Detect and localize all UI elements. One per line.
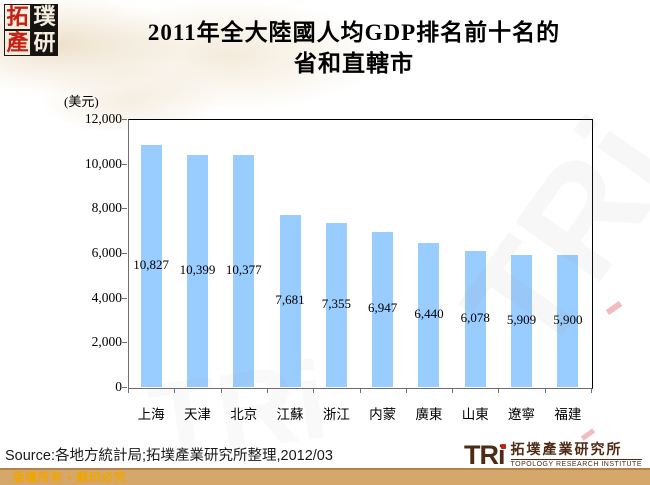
bar-value-label: 6,440 [414, 306, 444, 322]
y-axis-tick [122, 297, 127, 299]
tri-logotype: TRi [464, 440, 506, 470]
tri-brand-divider [510, 459, 642, 460]
x-category-label: 上海 [137, 407, 165, 422]
logo-char: 璞 [31, 4, 58, 30]
copyright-bar: 版權所有 ▪ 翻印必究 [0, 468, 650, 485]
bar-遼寧 [511, 255, 533, 387]
x-axis-tick [266, 388, 268, 393]
y-axis-tick-label: 2,000 [91, 334, 122, 350]
source-note: Source:各地方統計局;拓墣產業研究所整理,2012/03 [5, 448, 333, 464]
logo-char: 拓 [4, 4, 31, 30]
bar-江蘇 [279, 215, 301, 387]
y-axis-tick [122, 342, 127, 344]
x-axis-tick [359, 388, 361, 393]
y-axis-tick-label: 0 [115, 379, 122, 394]
bar-山東 [464, 251, 486, 387]
slide-title-line1: 2011年全大陸國人均GDP排名前十名的 [147, 20, 561, 45]
bar-上海 [140, 145, 162, 387]
x-category-label: 北京 [230, 407, 258, 422]
bar-内蒙 [372, 231, 394, 387]
bar-value-label: 6,947 [368, 300, 398, 316]
y-axis-tick [122, 253, 127, 254]
y-axis-tick-label: 8,000 [91, 200, 122, 216]
x-category-label: 江蘇 [276, 407, 304, 422]
tri-brand-text: 拓墣產業研究所 TOPOLOGY RESEARCH INSTITUTE [510, 443, 642, 468]
x-category-label: 天津 [183, 407, 211, 422]
logo-char: 產 [4, 30, 31, 56]
x-axis-tick [128, 388, 129, 393]
slide-title-line2: 省和直轄市 [294, 51, 414, 76]
x-axis-tick [405, 388, 407, 393]
x-category-label: 山東 [461, 407, 489, 422]
topology-corner-logo: 拓 璞 產 研 [4, 4, 58, 56]
x-category-label: 福建 [554, 407, 582, 422]
x-axis-tick [498, 388, 500, 393]
logo-char: 研 [31, 30, 58, 56]
bar-value-label: 7,681 [275, 292, 305, 308]
bar-value-label: 7,355 [321, 295, 351, 311]
bar-北京 [233, 155, 255, 387]
x-category-label: 遼寧 [508, 407, 536, 422]
bar-浙江 [325, 222, 347, 387]
bar-value-label: 5,909 [506, 312, 537, 328]
x-axis-tick [220, 388, 222, 393]
y-axis-tick-label: 12,000 [84, 111, 122, 126]
bar-value-label: 6,078 [460, 310, 490, 326]
slide-title: 2011年全大陸國人均GDP排名前十名的 省和直轄市 [62, 17, 646, 79]
x-axis-tick [452, 388, 454, 393]
y-axis-tick [122, 387, 127, 388]
y-axis-tick [122, 208, 127, 210]
y-axis-tick-label: 6,000 [91, 245, 122, 260]
y-axis-tick-label: 10,000 [84, 155, 122, 171]
copyright-text: 版權所有 ▪ 翻印必究 [13, 471, 127, 484]
tri-brand-name-en: TOPOLOGY RESEARCH INSTITUTE [510, 461, 642, 468]
bar-天津 [186, 154, 208, 387]
x-axis-tick [174, 388, 176, 393]
x-category-label: 内蒙 [369, 407, 397, 422]
x-category-label: 廣東 [415, 407, 443, 422]
bar-value-label: 10,377 [225, 262, 262, 278]
x-category-label: 浙江 [322, 407, 350, 422]
x-axis-tick [544, 388, 546, 393]
y-axis-tick-label: 4,000 [91, 289, 122, 305]
tri-brand-name-cn: 拓墣產業研究所 [510, 443, 623, 458]
y-axis-tick [122, 119, 127, 120]
y-axis-tick [122, 163, 127, 165]
bar-廣東 [418, 243, 440, 387]
x-axis-tick [591, 388, 592, 393]
x-axis-tick [313, 388, 315, 393]
bar-福建 [557, 255, 579, 387]
y-axis-unit-label: (美元) [64, 94, 99, 109]
tri-i-dot [500, 444, 506, 449]
bar-value-label: 10,827 [133, 257, 170, 273]
bar-value-label: 5,900 [553, 312, 583, 328]
tri-brand-logo: TRi 拓墣產業研究所 TOPOLOGY RESEARCH INSTITUTE [464, 440, 642, 470]
bar-value-label: 10,399 [179, 261, 216, 277]
